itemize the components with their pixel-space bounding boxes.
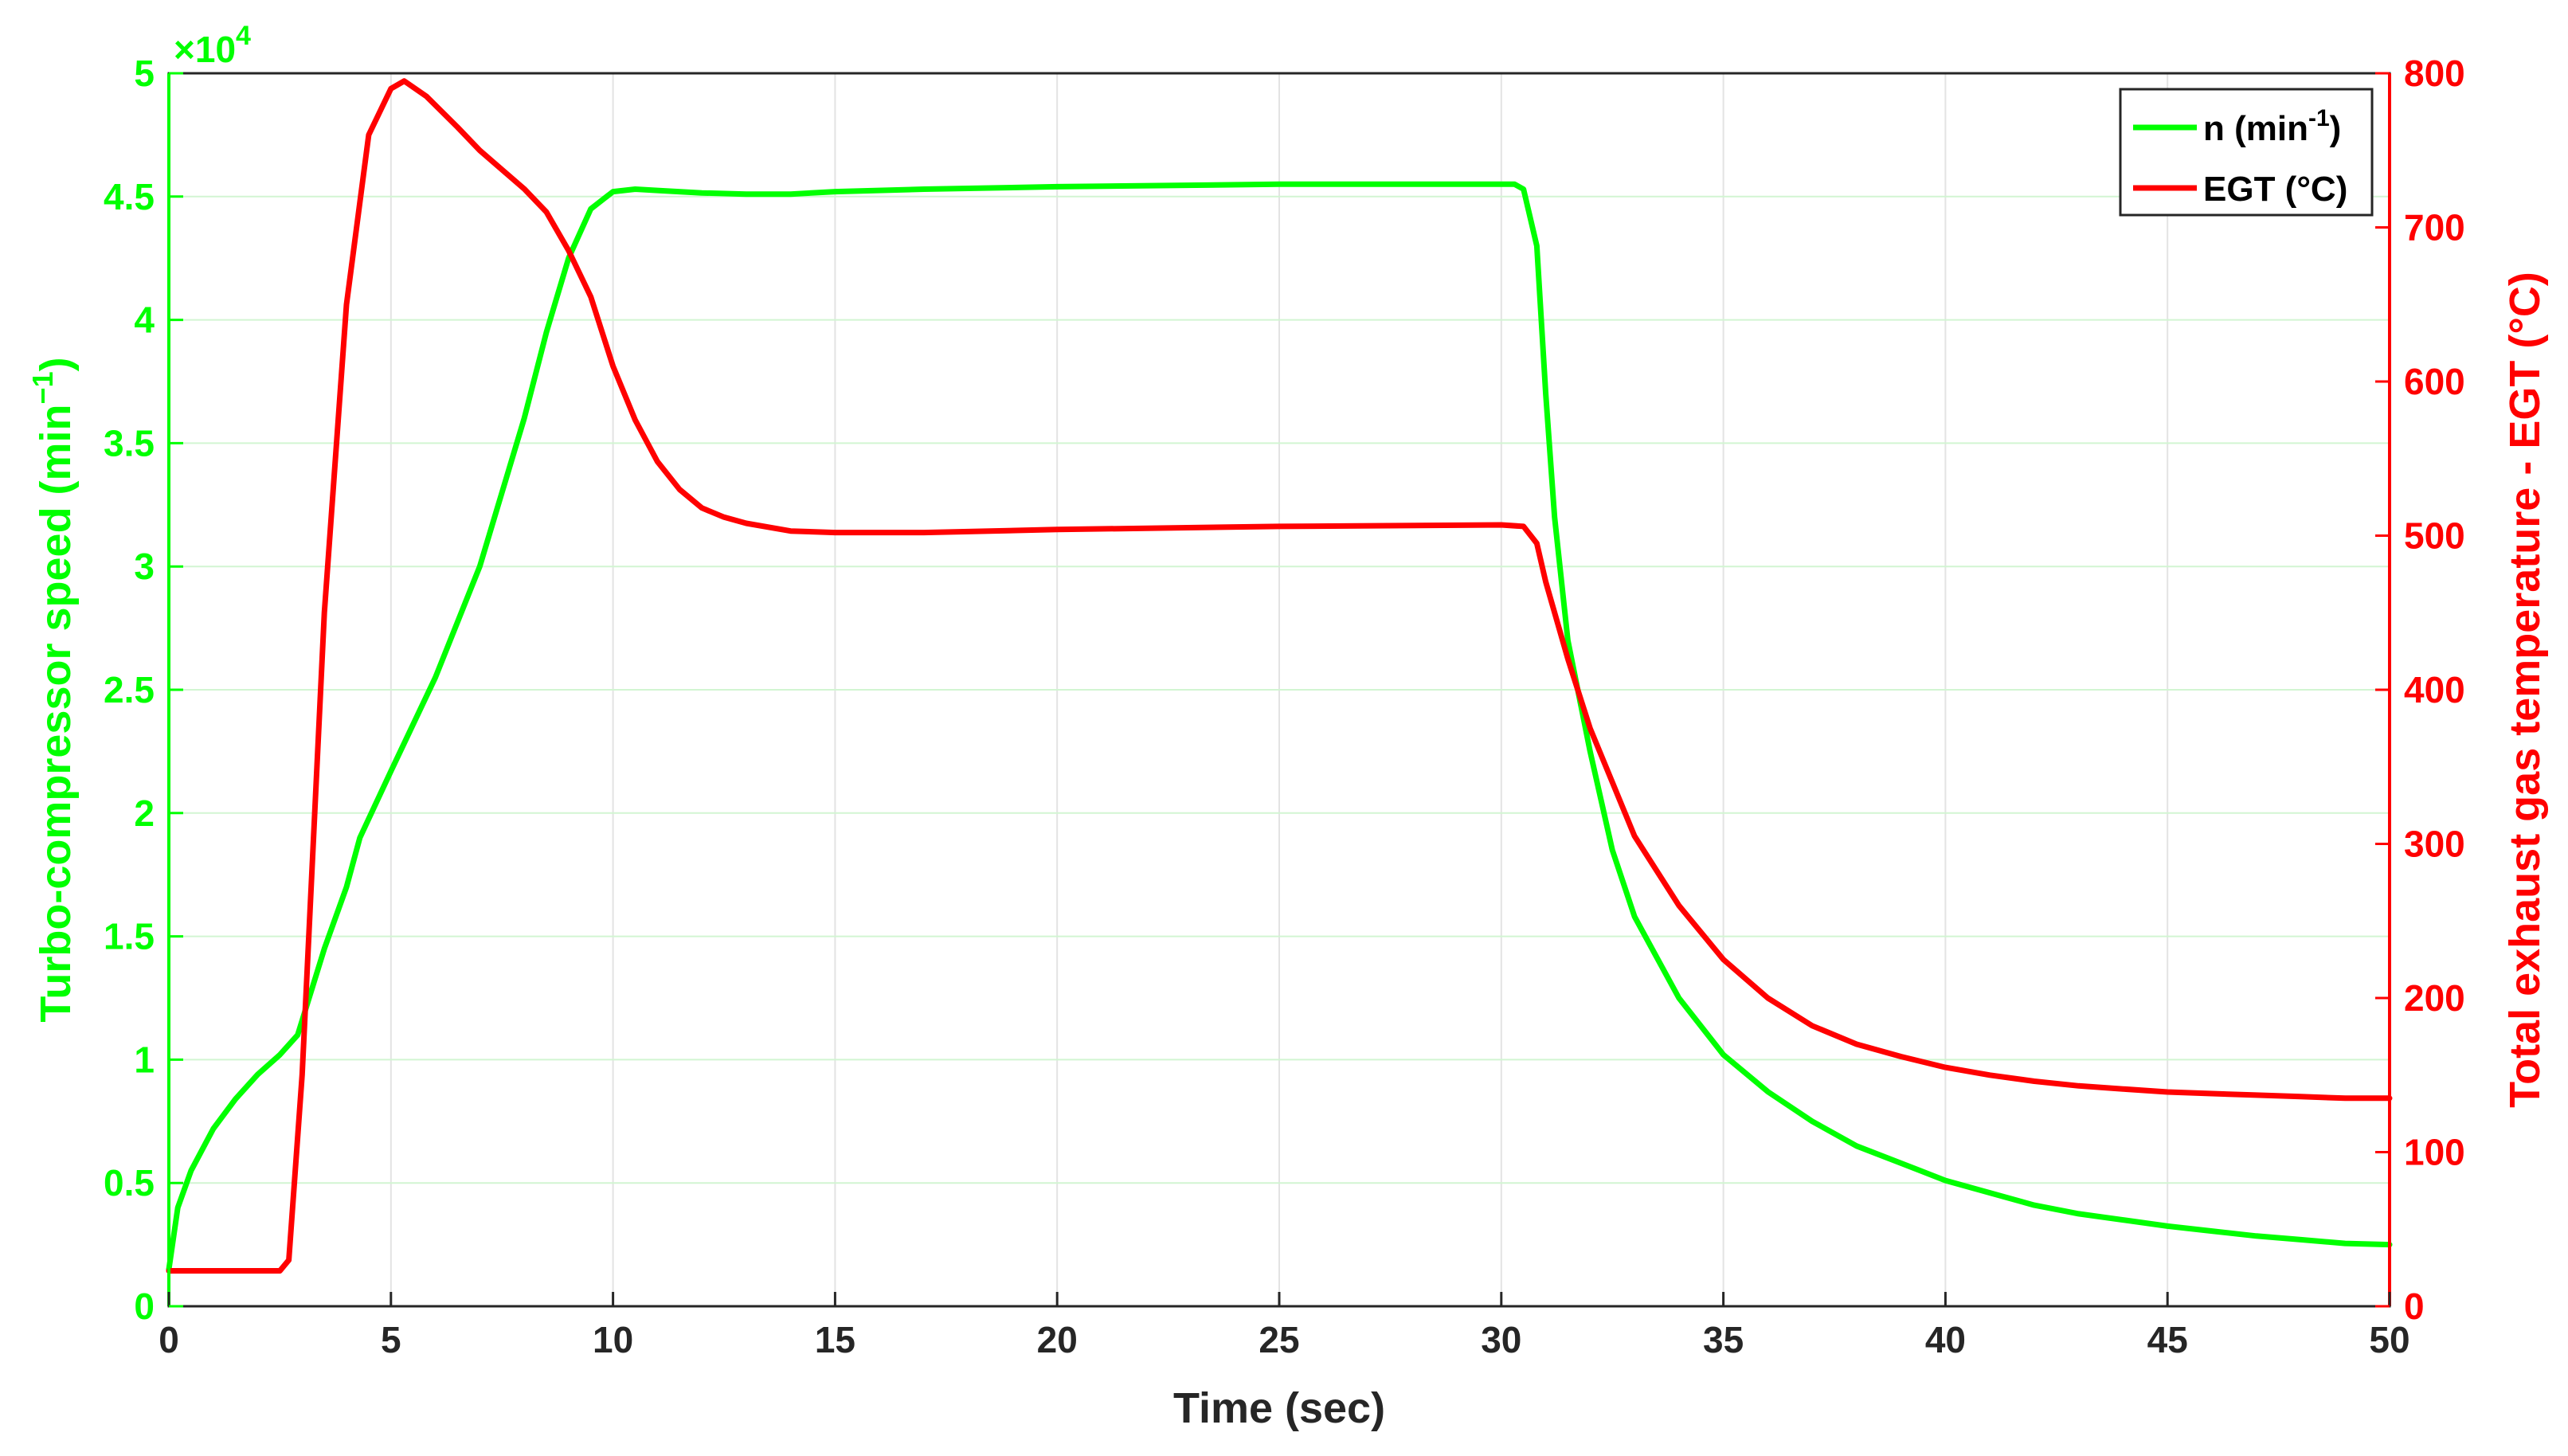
y-right-tick-label: 300	[2404, 824, 2465, 865]
series-line-egt	[166, 78, 2393, 1274]
x-tick-label: 30	[1481, 1319, 1521, 1360]
x-tick-label: 0	[159, 1319, 179, 1360]
y-left-tick-label: 0.5	[104, 1162, 155, 1204]
y-left-tick-label: 3	[134, 546, 155, 587]
legend-box	[2119, 88, 2374, 217]
y-right-tick-label: 100	[2404, 1132, 2465, 1173]
x-tick-label: 40	[1925, 1319, 1966, 1360]
y-right-tick-label: 200	[2404, 977, 2465, 1019]
x-ticks: 0 5 10 15 20 25 30 35 40 45 50	[159, 1292, 2410, 1360]
x-tick-label: 25	[1259, 1319, 1299, 1360]
legend-label-egt: EGT (°C)	[2203, 170, 2347, 209]
y-right-axis-label: Total exhaust gas temperature - EGT (°C)	[2501, 272, 2549, 1108]
y-left-tick-label: 1	[134, 1039, 155, 1080]
legend-label-speed: n (min-1)	[2203, 105, 2341, 148]
y-left-tick-label: 3.5	[104, 422, 155, 464]
x-axis-label: Time (sec)	[1173, 1384, 1385, 1432]
left-axis-exponent: ×104	[174, 21, 251, 70]
y-right-ticks: 0 100 200 300 400 500 600 700 800	[2375, 53, 2465, 1327]
x-tick-label: 45	[2147, 1319, 2188, 1360]
y-right-tick-label: 600	[2404, 361, 2465, 402]
x-tick-label: 20	[1037, 1319, 1078, 1360]
x-tick-label: 10	[593, 1319, 633, 1360]
y-left-tick-label: 2	[134, 793, 155, 834]
y-left-ticks: 0 0.5 1 1.5 2 2.5 3 3.5 4 4.5 5	[104, 53, 183, 1327]
y-left-tick-label: 4	[134, 299, 155, 341]
y-left-axis-label: Turbo-compressor speed (min−1)	[26, 357, 80, 1022]
y-right-tick-label: 400	[2404, 669, 2465, 710]
legend: n (min-1) EGT (°C)	[2119, 88, 2374, 217]
x-tick-label: 5	[381, 1319, 401, 1360]
y-left-tick-label: 2.5	[104, 669, 155, 710]
y-left-tick-label: 4.5	[104, 176, 155, 217]
x-tick-label: 15	[815, 1319, 855, 1360]
y-right-tick-label: 0	[2404, 1286, 2425, 1327]
y-right-tick-label: 500	[2404, 515, 2465, 557]
series-layer	[166, 78, 2393, 1274]
y-right-tick-label: 700	[2404, 207, 2465, 249]
x-tick-label: 35	[1703, 1319, 1744, 1360]
y-left-tick-label: 0	[134, 1286, 155, 1327]
y-right-tick-label: 800	[2404, 53, 2465, 94]
x-tick-label: 50	[2369, 1319, 2409, 1360]
series-line-speed	[166, 181, 2393, 1273]
y-left-tick-label: 1.5	[104, 916, 155, 957]
y-left-tick-label: 5	[134, 53, 155, 94]
